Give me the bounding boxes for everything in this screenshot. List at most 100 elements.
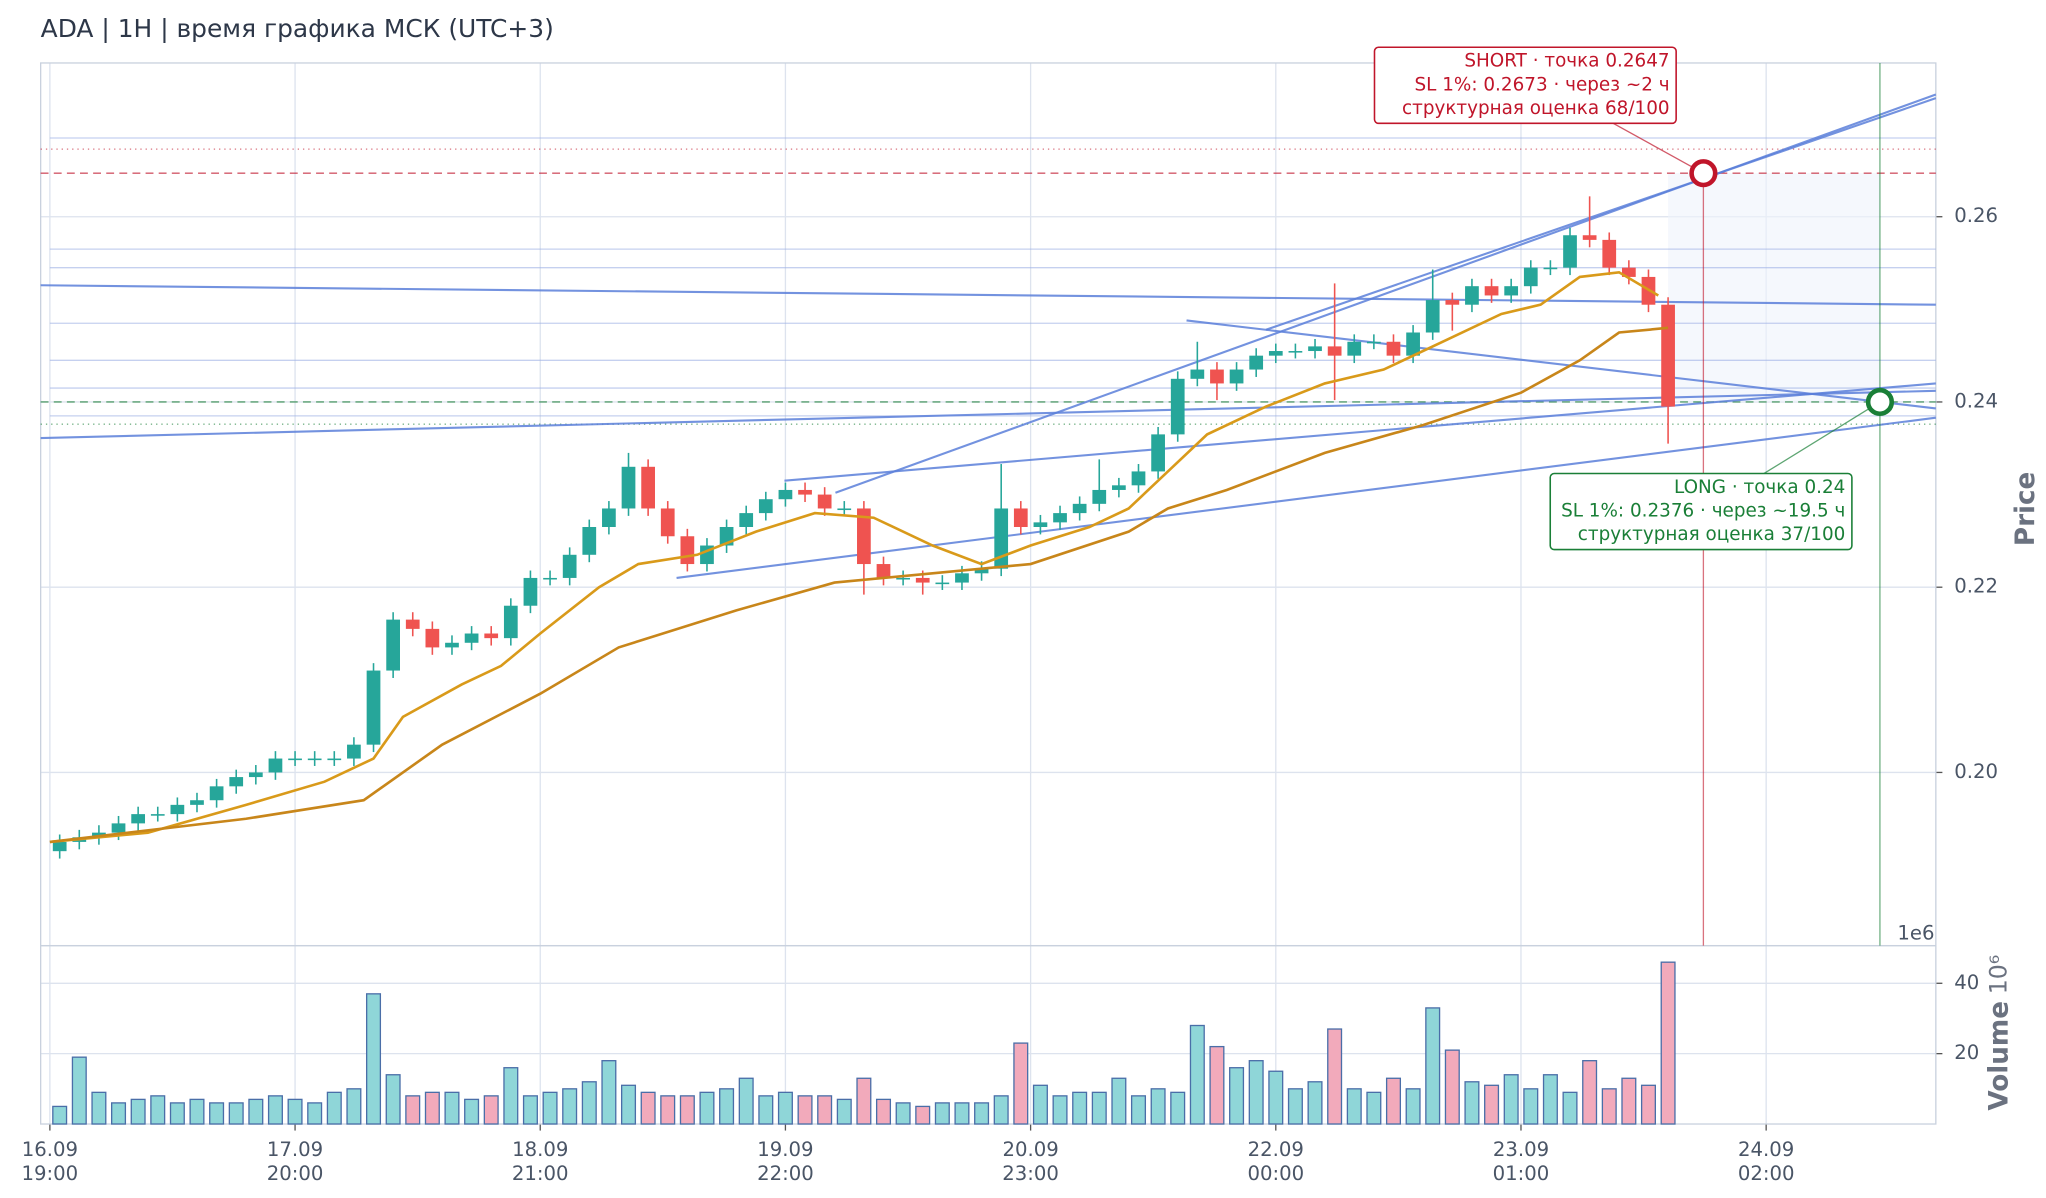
- signal-marker: [1865, 387, 1895, 417]
- candle-body: [1053, 513, 1067, 523]
- volume-bar: [719, 1088, 735, 1125]
- candle-body: [974, 568, 989, 574]
- volume-bar: [248, 1098, 264, 1125]
- volume-bar: [1111, 1077, 1127, 1125]
- candle-body: [1229, 369, 1244, 384]
- volume-bar: [1248, 1060, 1264, 1125]
- signal-box: [1373, 46, 1677, 125]
- x-tick-line: 22:00: [757, 1161, 814, 1184]
- y-tick-label: 0.22: [1954, 575, 1998, 598]
- candle-body: [1563, 235, 1577, 268]
- offset-text: 1e6: [1897, 921, 1934, 944]
- candle-body: [248, 772, 263, 778]
- signal-zone: [1668, 173, 1880, 402]
- volume-bar: [71, 1056, 87, 1125]
- volume-bar: [522, 1095, 538, 1125]
- candle-body: [1072, 503, 1087, 514]
- candle-body: [484, 633, 499, 639]
- candle-body: [209, 786, 224, 801]
- candle-body: [150, 814, 165, 816]
- x-tick-line: 19.09: [757, 1138, 813, 1161]
- candle-body: [660, 508, 675, 537]
- volume-bar: [954, 1102, 970, 1125]
- candle-body: [445, 642, 459, 648]
- candle-body: [1602, 239, 1617, 268]
- volume-bar: [915, 1105, 931, 1125]
- candle-body: [602, 508, 616, 527]
- candle-body: [1484, 286, 1499, 296]
- candle-body: [1327, 346, 1342, 356]
- candle-body: [1621, 267, 1636, 277]
- x-tick-line: 23.09: [1493, 1138, 1549, 1161]
- volume-bar: [1542, 1074, 1558, 1125]
- candle-body: [386, 619, 400, 671]
- signal-text: SHORT · точка 0.2647: [1464, 51, 1669, 72]
- x-tick-label: 18.09 21:00: [512, 1138, 569, 1185]
- volume-bar: [1307, 1081, 1323, 1125]
- candle-body: [896, 577, 910, 580]
- candle-body: [111, 823, 126, 833]
- volume-bar: [1366, 1091, 1382, 1125]
- volume-bar: [326, 1091, 342, 1125]
- candle-body: [268, 758, 283, 773]
- candle-body: [327, 758, 342, 761]
- ema-line: [49, 326, 1669, 844]
- volume-bar: [1405, 1088, 1421, 1125]
- candle-body: [229, 777, 244, 787]
- volume-bar: [758, 1095, 774, 1125]
- candle-body: [366, 670, 381, 745]
- volume-bar: [738, 1077, 754, 1125]
- candle-body: [503, 605, 518, 639]
- trendline: [40, 284, 1936, 306]
- volume-tick-label: 20: [1954, 1041, 1979, 1064]
- volume-bar: [169, 1102, 185, 1125]
- volume-bar: [974, 1102, 990, 1125]
- volume-bar: [699, 1091, 715, 1125]
- volume-bar: [777, 1091, 793, 1125]
- candle-body: [739, 513, 754, 527]
- volume-bar: [660, 1095, 676, 1125]
- candle-body: [1131, 471, 1146, 486]
- volume-bar: [836, 1098, 852, 1125]
- candle-body: [1386, 341, 1401, 356]
- chart-title: ADA | 1H | время графика МСК (UTC+3): [41, 14, 554, 43]
- x-tick-line: 18.09: [512, 1138, 568, 1161]
- volume-bar: [444, 1091, 460, 1125]
- volume-bar: [483, 1095, 499, 1125]
- x-tick-line: 02:00: [1738, 1161, 1795, 1184]
- volume-bar: [52, 1105, 68, 1125]
- candle-body: [1033, 522, 1048, 527]
- candle-body: [1347, 341, 1362, 356]
- x-tick-label: 22.09 00:00: [1247, 1138, 1304, 1185]
- volume-bar: [934, 1102, 950, 1125]
- candle-body: [1249, 355, 1264, 370]
- candle-body: [1151, 434, 1165, 472]
- volume-bar: [1582, 1060, 1598, 1125]
- volume-bar: [287, 1098, 303, 1125]
- volume-bar: [601, 1060, 617, 1125]
- volume-bar: [581, 1081, 597, 1125]
- x-tick-label: 19.09 22:00: [757, 1138, 814, 1185]
- volume-bar: [895, 1102, 911, 1125]
- candle-body: [1013, 508, 1028, 527]
- candle-body: [641, 466, 655, 509]
- candle-body: [994, 508, 1009, 569]
- volume-bar: [1621, 1077, 1637, 1125]
- candle-body: [347, 744, 361, 759]
- volume-bar: [1189, 1024, 1205, 1125]
- signal-box: [1549, 472, 1853, 551]
- candle-body: [190, 800, 204, 805]
- candle-body: [758, 499, 773, 514]
- volume-bar: [1640, 1084, 1656, 1125]
- volume-bar: [1268, 1070, 1284, 1125]
- volume-bar: [346, 1088, 362, 1125]
- candle-body: [857, 508, 871, 565]
- candle-body: [778, 489, 793, 500]
- candle-body: [680, 536, 695, 565]
- candle-body: [621, 466, 636, 509]
- x-tick-label: 24.09 02:00: [1738, 1138, 1795, 1185]
- candle-body: [1308, 346, 1322, 352]
- trendline: [784, 382, 1936, 482]
- volume-bar: [503, 1067, 519, 1125]
